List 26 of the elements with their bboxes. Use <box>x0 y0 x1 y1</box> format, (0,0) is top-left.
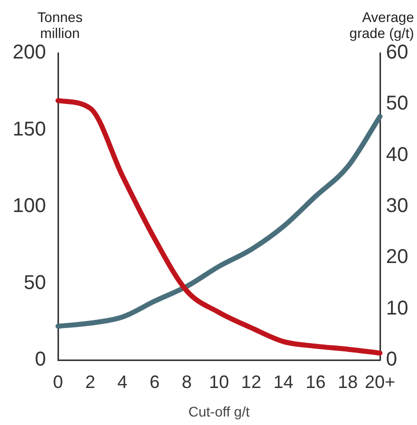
x-tick-label: 18 <box>338 372 358 392</box>
y2-tick-label: 60 <box>386 42 408 64</box>
y-tick-label: 50 <box>24 272 46 294</box>
x-tick-label: 8 <box>182 372 192 392</box>
x-tick-label: 12 <box>241 372 262 392</box>
y2-tick-label: 40 <box>386 144 408 166</box>
y-tick-label: 100 <box>12 195 46 218</box>
y-tick-label: 200 <box>12 42 46 64</box>
y2-tick-label: 0 <box>386 348 398 371</box>
y2-tick-label: 50 <box>386 92 408 115</box>
y2-tick-label: 10 <box>386 297 408 320</box>
x-tick-label: 14 <box>273 372 294 392</box>
y2-tick-label: 20 <box>386 246 408 268</box>
x-tick-label: 2 <box>85 372 96 392</box>
y2-axis-title: Average grade (g/t) <box>349 9 414 41</box>
x-tick-label: 20+ <box>364 372 396 392</box>
y2-tick-label: 30 <box>386 195 408 218</box>
y-axis-title: Tonnes million <box>37 9 83 41</box>
x-axis-title: Cut-off g/t <box>188 403 250 420</box>
x-tick-label: 10 <box>208 372 230 392</box>
y-tick-label: 0 <box>34 348 46 371</box>
x-tick-label: 16 <box>306 372 326 392</box>
y-tick-label: 150 <box>12 118 46 140</box>
x-tick-label: 6 <box>150 372 160 392</box>
x-tick-label: 4 <box>117 372 128 392</box>
x-tick-label: 0 <box>52 372 64 392</box>
